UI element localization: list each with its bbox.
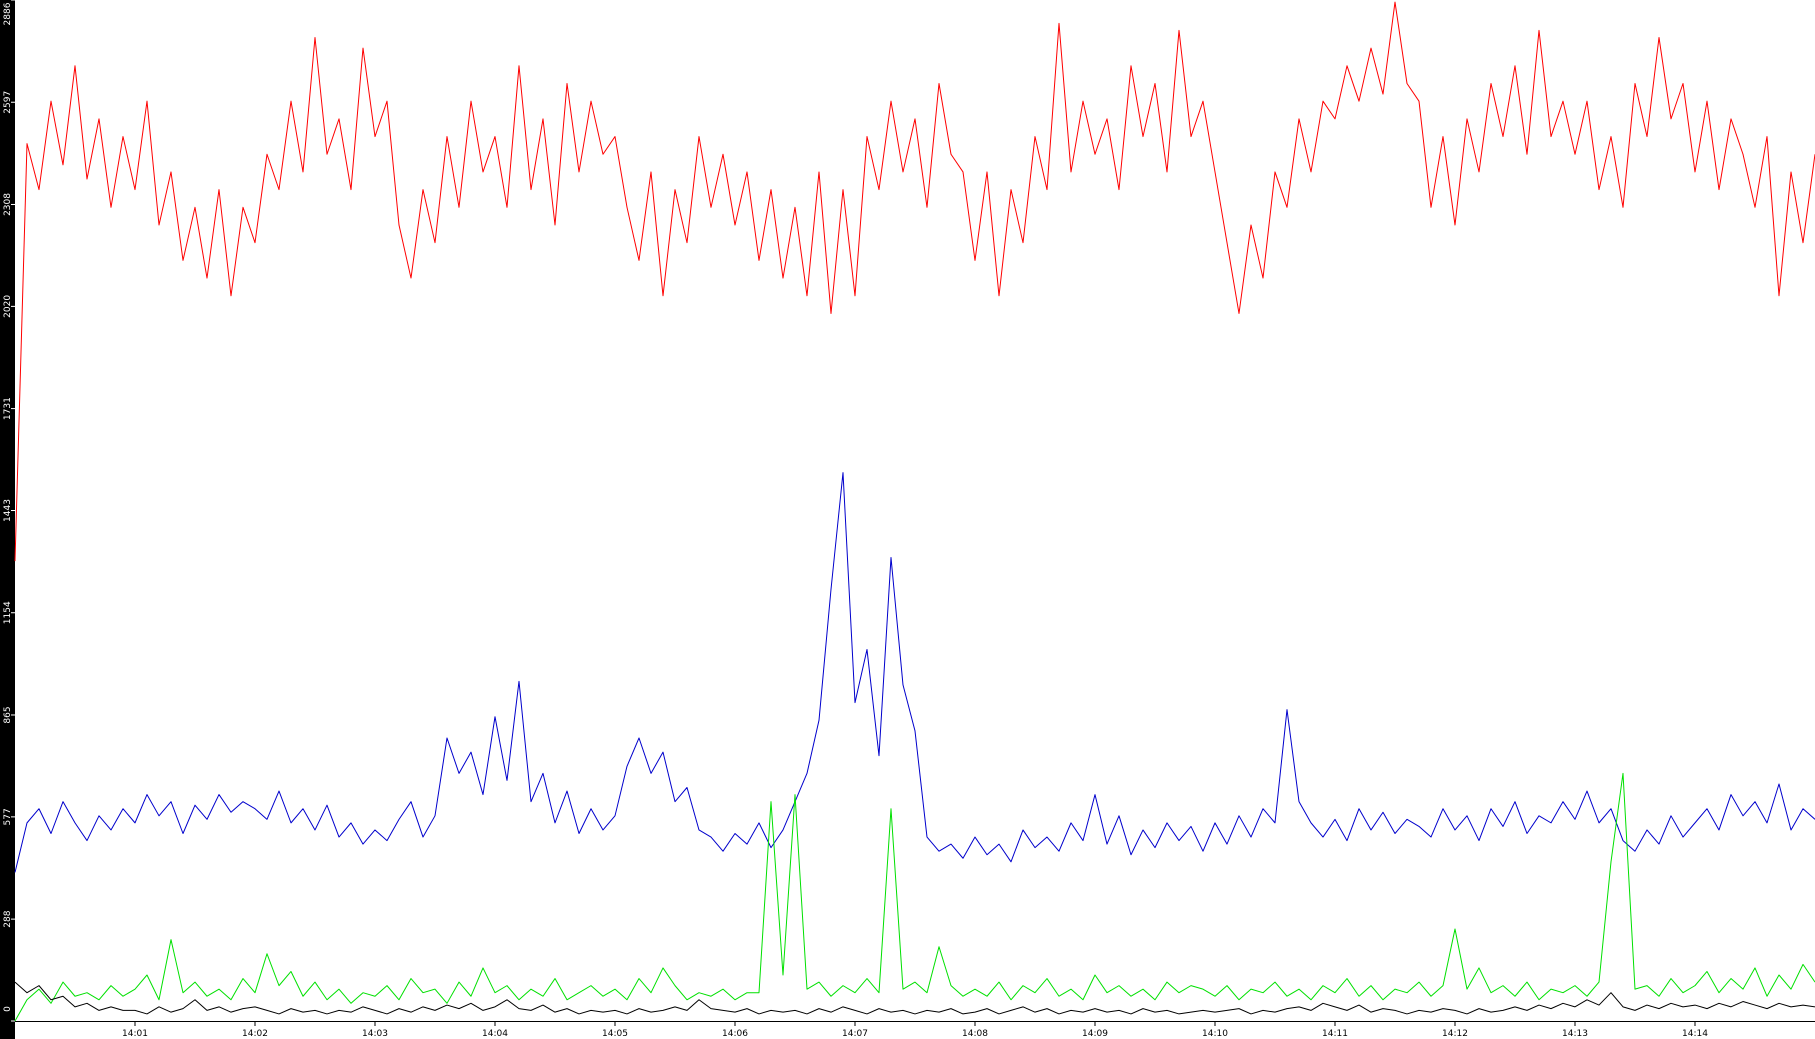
x-tick-label: 14:07: [842, 1029, 868, 1039]
x-tick-label: 14:06: [722, 1029, 748, 1039]
y-tick-label: 0: [3, 1006, 13, 1012]
x-tick-label: 14:04: [482, 1029, 508, 1039]
y-tick-label: 577: [3, 808, 13, 825]
x-tick-label: 14:11: [1322, 1029, 1348, 1039]
x-tick-label: 14:12: [1442, 1029, 1468, 1039]
y-axis-strip: [0, 0, 15, 1039]
axes: 0 288 577 865 1154 1443 1731 2020 2308 2597 2886 14…: [3, 0, 1815, 1039]
y-tick-label: 2020: [3, 295, 13, 318]
series-line: [14, 472, 1815, 873]
y-tick-label: 1154: [3, 601, 13, 624]
x-tick-label: 14:09: [1082, 1029, 1108, 1039]
x-tick-label: 14:10: [1202, 1029, 1228, 1039]
x-tick-label: 14:02: [242, 1029, 268, 1039]
series-line: [14, 772, 1815, 1022]
x-tick-label: 14:13: [1562, 1029, 1588, 1039]
series-line: [14, 981, 1815, 1015]
x-tick-label: 14:05: [602, 1029, 628, 1039]
y-tick-label: 1443: [3, 499, 13, 522]
plot-area: [14, 1, 1815, 1022]
y-tick-label: 2886: [3, 2, 13, 25]
y-tick-label: 865: [3, 706, 13, 723]
y-tick-label: 288: [3, 910, 13, 927]
y-tick-label: 2597: [3, 91, 13, 114]
x-tick-label: 14:14: [1682, 1029, 1708, 1039]
x-tick-label: 14:03: [362, 1029, 388, 1039]
x-tick-label: 14:01: [122, 1029, 148, 1039]
x-tick-label: 14:08: [962, 1029, 988, 1039]
y-tick-label: 2308: [3, 193, 13, 216]
series-line: [14, 1, 1815, 562]
y-tick-label: 1731: [3, 397, 13, 420]
